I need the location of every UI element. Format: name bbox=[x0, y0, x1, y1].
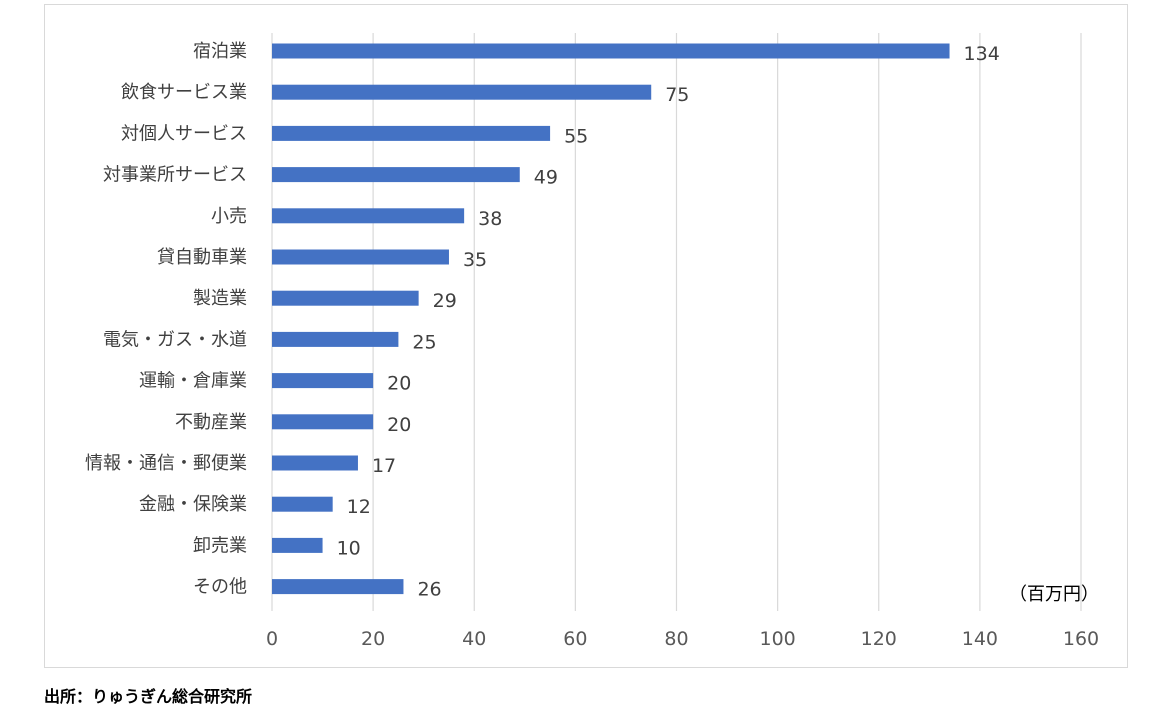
category-label: 運輸・倉庫業 bbox=[139, 371, 247, 392]
data-label: 35 bbox=[463, 249, 487, 271]
category-label: 対事業所サービス bbox=[103, 165, 247, 186]
bar bbox=[272, 43, 950, 59]
data-label: 38 bbox=[478, 208, 502, 230]
x-tick-label: 80 bbox=[664, 628, 688, 650]
data-label: 20 bbox=[387, 414, 411, 436]
source-note: 出所：りゅうぎん総合研究所 bbox=[44, 687, 253, 706]
data-label: 55 bbox=[564, 125, 588, 147]
x-tick-label: 0 bbox=[266, 628, 278, 650]
bar bbox=[272, 290, 419, 306]
x-tick-label: 100 bbox=[759, 628, 795, 650]
chart-frame: 宿泊業飲食サービス業 対個人サービス対事業所サービス小売貸自動車業製造業電気・ガス… bbox=[44, 4, 1128, 668]
category-label: 金融・保険業 bbox=[139, 494, 247, 515]
bar bbox=[272, 414, 374, 430]
data-label: 26 bbox=[417, 579, 441, 601]
category-label: 情報・通信・郵便業 bbox=[85, 453, 247, 474]
bar-chart: 宿泊業飲食サービス業対個人サービス対事業所サービス小売貸自動車業製造業電気・ガス… bbox=[85, 33, 1099, 650]
bar bbox=[272, 331, 399, 347]
category-label: 小売 bbox=[211, 206, 247, 227]
x-tick-label: 20 bbox=[361, 628, 385, 650]
x-tick-label: 60 bbox=[563, 628, 587, 650]
gridlines bbox=[271, 33, 1082, 611]
bar bbox=[272, 579, 404, 595]
data-label: 12 bbox=[347, 496, 371, 518]
data-label: 20 bbox=[387, 373, 411, 395]
category-label: 宿泊業 bbox=[193, 41, 247, 62]
category-label: その他 bbox=[193, 577, 247, 598]
category-label: 不動産業 bbox=[175, 412, 247, 433]
data-label: 10 bbox=[337, 537, 361, 559]
bars bbox=[272, 43, 950, 595]
bar bbox=[272, 84, 652, 100]
category-label: 対個人サービス bbox=[121, 123, 247, 144]
bar bbox=[272, 455, 358, 471]
data-label: 134 bbox=[964, 43, 1000, 65]
category-label: 貸自動車業 bbox=[157, 247, 247, 268]
bar bbox=[272, 249, 449, 265]
data-label: 29 bbox=[433, 290, 457, 312]
data-label: 49 bbox=[534, 167, 558, 189]
x-axis-ticks: 0 20 40 60 80 100 120 140 160 bbox=[266, 628, 1099, 650]
data-label: 75 bbox=[665, 84, 689, 106]
category-labels: 宿泊業飲食サービス業対個人サービス対事業所サービス小売貸自動車業製造業電気・ガス… bbox=[85, 41, 247, 598]
bar bbox=[272, 373, 374, 389]
bar bbox=[272, 125, 551, 141]
x-tick-label: 140 bbox=[962, 628, 998, 650]
category-label: 製造業 bbox=[193, 288, 247, 309]
bar bbox=[272, 537, 323, 553]
bar bbox=[272, 208, 465, 224]
data-label: 25 bbox=[412, 331, 436, 353]
x-tick-label: 160 bbox=[1063, 628, 1099, 650]
unit-label: （百万円） bbox=[1009, 584, 1099, 605]
category-label: 卸売業 bbox=[193, 535, 247, 556]
data-label: 17 bbox=[372, 455, 396, 477]
category-label: 飲食サービス業 bbox=[121, 82, 247, 103]
category-label: 電気・ガス・水道 bbox=[103, 329, 247, 350]
x-tick-label: 120 bbox=[861, 628, 897, 650]
bar bbox=[272, 167, 520, 183]
x-tick-label: 40 bbox=[462, 628, 486, 650]
bar bbox=[272, 496, 333, 512]
